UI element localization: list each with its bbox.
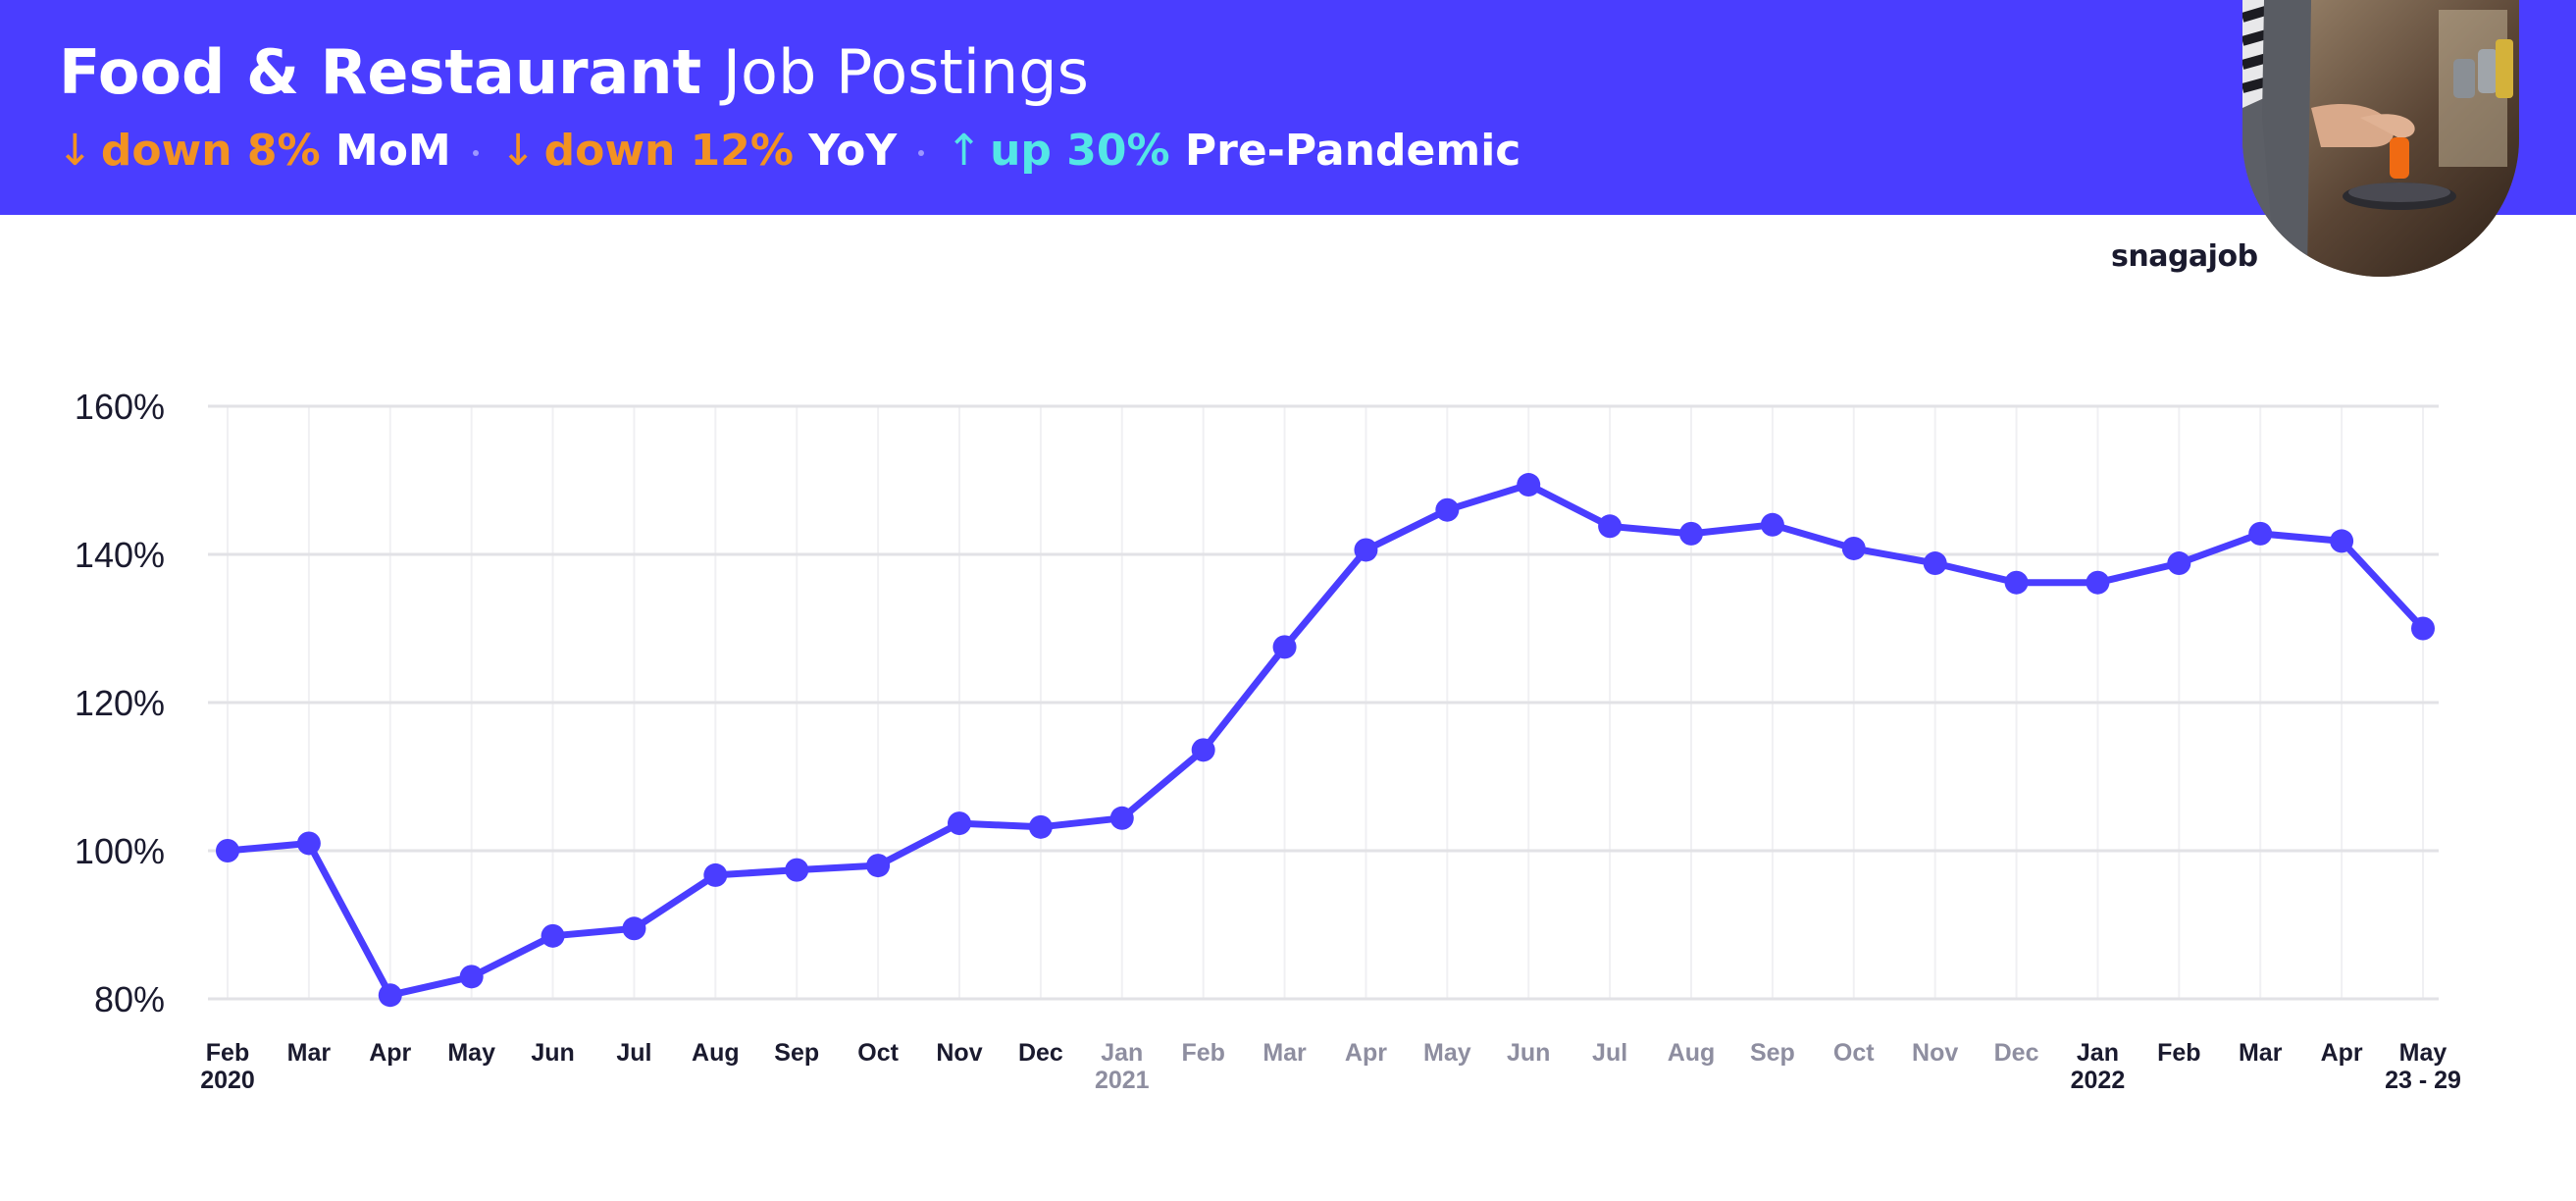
data-point [785, 858, 809, 882]
down-arrow-icon: ↓ [57, 126, 93, 176]
stat-yoy-change: down 12% [543, 126, 794, 176]
separator-dot [472, 150, 479, 156]
up-arrow-icon: ↑ [946, 126, 983, 176]
data-point [2086, 570, 2110, 595]
x-tick-label: Nov [1912, 1039, 1958, 1067]
stat-yoy: ↓ down 12% YoY [500, 126, 897, 176]
x-tick-label: May [447, 1039, 495, 1067]
header-banner: Food & Restaurant Job Postings ↓ down 8% … [0, 0, 2576, 215]
stat-mom-change: down 8% [100, 126, 321, 176]
x-tick-label: Apr [2321, 1039, 2363, 1067]
data-point [296, 831, 321, 856]
x-tick-label: Mar [2239, 1039, 2283, 1067]
y-tick-label: 80% [94, 979, 165, 1019]
data-point [1272, 635, 1297, 659]
data-point [948, 811, 971, 836]
data-point [2330, 529, 2354, 553]
x-tick-label: Aug [1668, 1039, 1716, 1067]
data-point [216, 839, 239, 862]
title-bold: Food & Restaurant [59, 36, 702, 108]
x-tick-label: Apr [1345, 1039, 1387, 1067]
x-tick-label: Oct [1833, 1039, 1875, 1067]
stat-yoy-label: YoY [808, 126, 898, 176]
data-point [378, 983, 402, 1008]
data-point [1354, 538, 1378, 562]
x-tick-label: Jan [1101, 1039, 1143, 1067]
restaurant-worker-photo [2242, 0, 2519, 277]
y-tick-label: 140% [75, 535, 165, 575]
data-point [1191, 738, 1215, 762]
y-tick-label: 120% [75, 683, 165, 723]
x-tick-label: Oct [857, 1039, 899, 1067]
x-tick-label: Jan [2077, 1039, 2119, 1067]
snagajob-logo: snagajob [2111, 239, 2258, 274]
x-tick-label: Dec [1018, 1039, 1063, 1067]
data-point [2248, 521, 2273, 546]
series-line [224, 481, 2427, 999]
data-point [1598, 514, 1623, 539]
y-tick-label: 160% [75, 387, 165, 427]
x-tick-label: Sep [774, 1039, 819, 1067]
x-tick-label: Dec [1994, 1039, 2039, 1067]
stat-prepandemic-label: Pre-Pandemic [1184, 126, 1521, 176]
photo-illustration [2242, 0, 2519, 277]
x-tick-label: Mar [287, 1039, 332, 1067]
data-point [2167, 551, 2191, 576]
page-title: Food & Restaurant Job Postings [59, 35, 1089, 110]
data-point [703, 862, 728, 887]
x-tick-label: May [2399, 1039, 2447, 1067]
data-point [1028, 814, 1053, 839]
x-tick-label: Nov [936, 1039, 982, 1067]
data-point [622, 916, 646, 941]
y-tick-label: 100% [75, 831, 165, 871]
x-tick-label: Mar [1262, 1039, 1307, 1067]
x-tick-label: Jul [616, 1039, 651, 1067]
x-tick-label: Apr [369, 1039, 411, 1067]
x-tick-label: May [1423, 1039, 1471, 1067]
separator-dot [918, 150, 925, 156]
stat-mom: ↓ down 8% MoM [57, 126, 451, 176]
x-tick-label: Feb [1181, 1039, 1224, 1067]
x-tick-label: Jul [1592, 1039, 1627, 1067]
x-tick-sublabel: 2021 [1095, 1067, 1150, 1094]
x-tick-label: Feb [206, 1039, 249, 1067]
data-point [1760, 512, 1784, 537]
stats-row: ↓ down 8% MoM ↓ down 12% YoY ↑ up 30% Pre-Pan… [57, 122, 1520, 181]
x-tick-sublabel: 2022 [2071, 1067, 2126, 1094]
data-point [2411, 616, 2435, 641]
horizontal-gridlines [208, 404, 2439, 1001]
x-tick-label: Jun [1507, 1039, 1550, 1067]
y-axis-labels: 160% 140% 120% 100% 80% [75, 387, 165, 1019]
data-point [1109, 806, 1134, 830]
x-tick-sublabel: 2020 [200, 1067, 255, 1094]
stat-prepandemic: ↑ up 30% Pre-Pandemic [946, 126, 1520, 176]
data-point [2004, 570, 2029, 595]
stat-prepandemic-change: up 30% [990, 126, 1170, 176]
data-point [541, 923, 565, 948]
data-points [216, 473, 2435, 1008]
x-tick-label: Feb [2157, 1039, 2200, 1067]
data-point [459, 965, 484, 989]
x-tick-label: Aug [692, 1039, 740, 1067]
data-point [1517, 473, 1541, 497]
stat-mom-label: MoM [335, 126, 451, 176]
x-tick-sublabel: 23 - 29 [2385, 1067, 2461, 1094]
x-tick-label: Sep [1750, 1039, 1795, 1067]
title-light: Job Postings [722, 36, 1089, 108]
data-point [1923, 551, 1947, 576]
data-point [866, 854, 891, 878]
data-point [1679, 521, 1703, 546]
down-arrow-icon: ↓ [499, 126, 537, 176]
data-point [1841, 536, 1866, 560]
x-tick-label: Jun [531, 1039, 574, 1067]
data-point [1435, 497, 1460, 522]
